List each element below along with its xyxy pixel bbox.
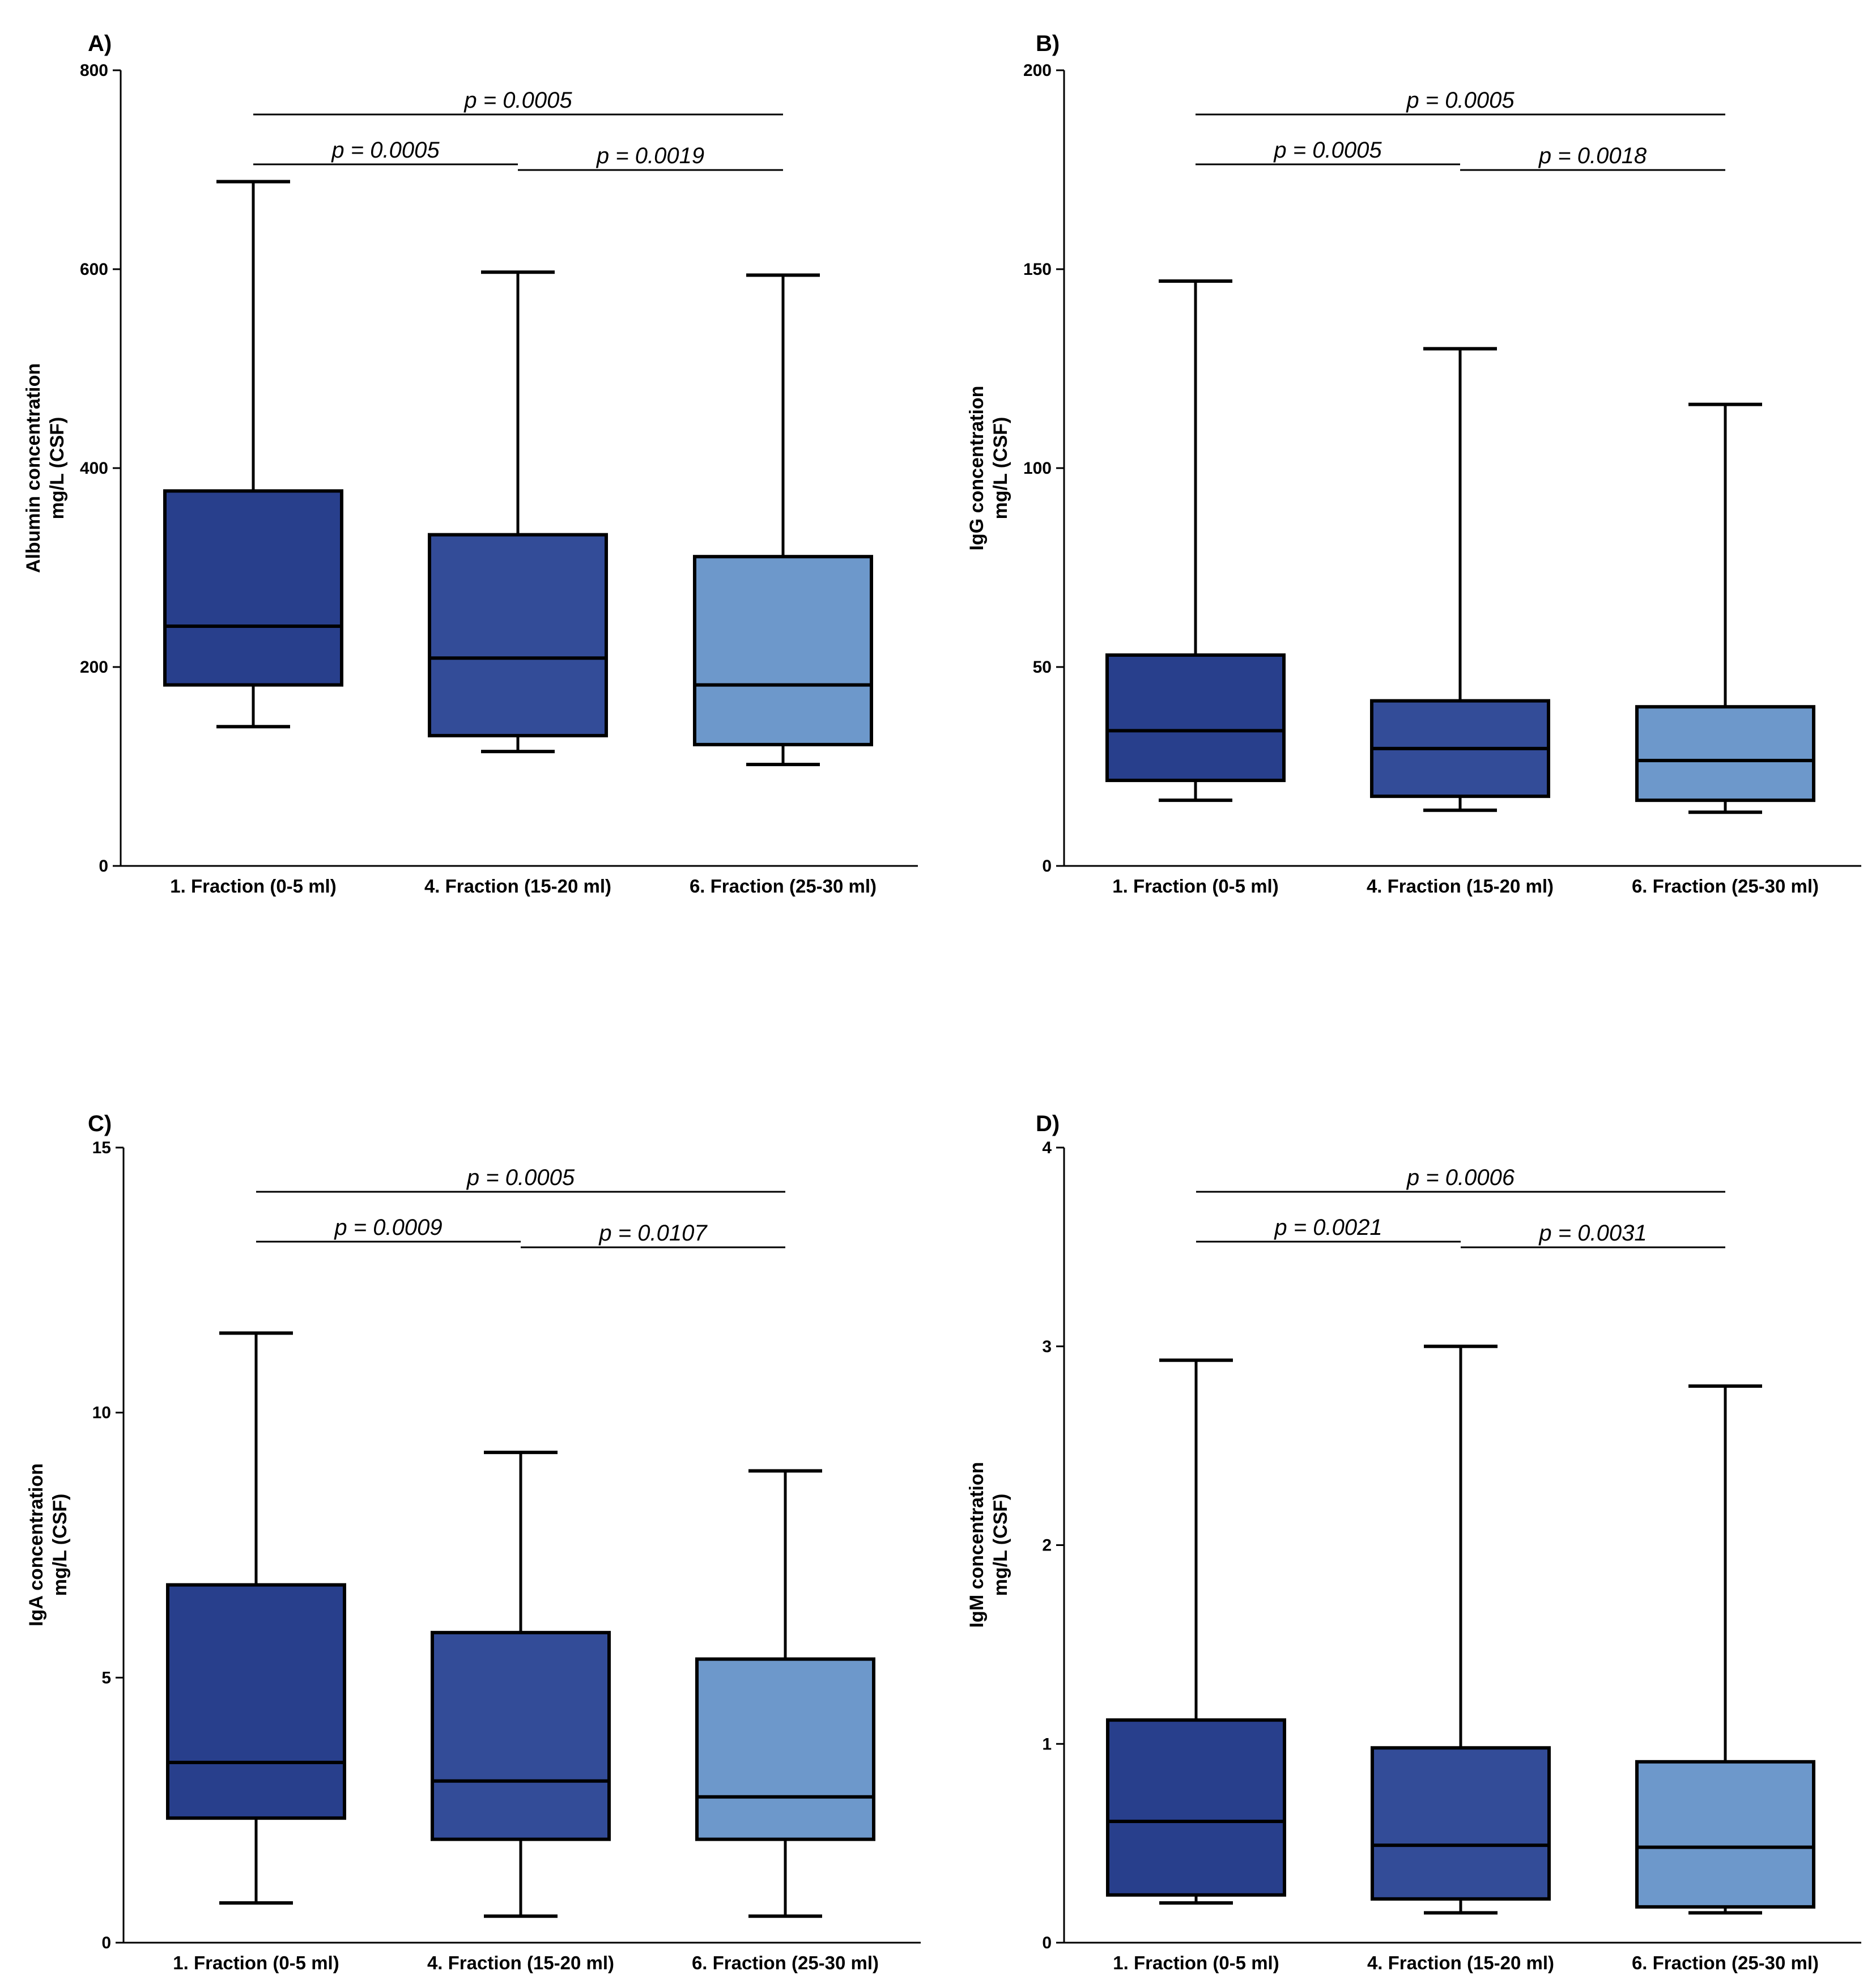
iqr-box <box>431 1630 611 1841</box>
y-tick-label: 2 <box>1042 1536 1052 1555</box>
y-axis-label-line2: mg/L (CSF) <box>990 1494 1011 1596</box>
box-2 <box>1635 402 1815 814</box>
y-tick-label: 3 <box>1042 1337 1052 1356</box>
iqr-box <box>428 533 608 738</box>
y-tick-label: 400 <box>80 459 108 478</box>
comparison-0: p = 0.0005 <box>253 88 783 116</box>
p-value-label: p = 0.0009 <box>334 1215 442 1240</box>
comparison-0: p = 0.0005 <box>1196 88 1725 116</box>
y-tick-label: 5 <box>101 1668 111 1687</box>
p-value-label: p = 0.0005 <box>1406 88 1515 113</box>
y-tick-label: 0 <box>99 857 108 876</box>
panel-0: A) 0 200 400 600 800 Albumin concentration mg/L… <box>23 31 918 897</box>
iqr-box <box>1635 705 1815 802</box>
box-0 <box>163 180 343 729</box>
category-label: 4. Fraction (15-20 ml) <box>427 1952 614 1973</box>
y-tick-label: 200 <box>1023 61 1052 80</box>
y-axis-label: Albumin concentration mg/L (CSF) <box>23 363 68 573</box>
panel-label: D) <box>1036 1111 1060 1136</box>
comparison-2: p = 0.0107 <box>521 1221 785 1248</box>
y-tick-label: 50 <box>1033 658 1052 677</box>
iqr-box <box>1635 1760 1815 1909</box>
category-label: 6. Fraction (25-30 ml) <box>690 876 877 897</box>
iqr-box <box>1105 653 1286 783</box>
comparison-0: p = 0.0005 <box>256 1165 785 1193</box>
category-label: 4. Fraction (15-20 ml) <box>1367 876 1554 897</box>
p-value-label: p = 0.0031 <box>1538 1221 1647 1246</box>
category-label: 6. Fraction (25-30 ml) <box>1632 876 1819 897</box>
category-label: 1. Fraction (0-5 ml) <box>1113 1952 1279 1973</box>
iqr-box <box>1106 1718 1286 1897</box>
y-axis-label-line2: mg/L (CSF) <box>46 417 68 520</box>
comparison-1: p = 0.0005 <box>253 138 518 165</box>
y-axis-label-line2: mg/L (CSF) <box>990 417 1011 520</box>
y-tick-label: 200 <box>80 658 108 677</box>
box-1 <box>1370 347 1550 812</box>
p-value-label: p = 0.0006 <box>1406 1165 1515 1190</box>
box-1 <box>428 270 608 754</box>
box-2 <box>1635 1384 1815 1915</box>
comparison-1: p = 0.0009 <box>256 1215 521 1243</box>
comparison-2: p = 0.0031 <box>1461 1221 1725 1248</box>
category-label: 4. Fraction (15-20 ml) <box>1367 1952 1554 1973</box>
panel-label: B) <box>1036 31 1060 56</box>
y-tick-label: 600 <box>80 260 108 279</box>
panel-label: C) <box>88 1111 112 1136</box>
y-axis-label: IgM concentration mg/L (CSF) <box>966 1462 1011 1628</box>
y-tick-label: 800 <box>80 61 108 80</box>
p-value-label: p = 0.0107 <box>598 1221 708 1246</box>
iqr-box <box>1371 1746 1551 1901</box>
comparison-1: p = 0.0005 <box>1196 138 1460 165</box>
box-0 <box>1106 1358 1286 1905</box>
y-axis-label: IgA concentration mg/L (CSF) <box>25 1463 71 1626</box>
y-axis-label-line1: Albumin concentration <box>23 363 44 573</box>
iqr-box <box>693 555 873 746</box>
category-label: 1. Fraction (0-5 ml) <box>1112 876 1278 897</box>
category-label: 6. Fraction (25-30 ml) <box>1632 1952 1819 1973</box>
y-tick-label: 0 <box>101 1934 111 1952</box>
category-label: 1. Fraction (0-5 ml) <box>173 1952 339 1973</box>
y-tick-label: 0 <box>1042 857 1052 876</box>
y-tick-label: 10 <box>92 1404 111 1422</box>
category-label: 4. Fraction (15-20 ml) <box>424 876 611 897</box>
p-value-label: p = 0.0005 <box>331 138 440 163</box>
category-label: 6. Fraction (25-30 ml) <box>692 1952 879 1973</box>
box-2 <box>695 1469 875 1918</box>
panel-label: A) <box>88 31 112 56</box>
box-0 <box>166 1331 346 1905</box>
y-axis-label-line1: IgM concentration <box>966 1462 988 1628</box>
p-value-label: p = 0.0019 <box>596 143 704 168</box>
panel-1: B) 0 50 100 150 200 IgG concentration mg/L (CSF… <box>966 31 1861 897</box>
panel-3: D) 0 1 2 3 4 IgM concentration mg/L (CSF) 1. Fra… <box>966 1111 1861 1973</box>
box-1 <box>1371 1344 1551 1915</box>
comparison-0: p = 0.0006 <box>1196 1165 1725 1193</box>
iqr-box <box>163 489 343 687</box>
p-value-label: p = 0.0005 <box>463 88 572 113</box>
y-tick-label: 1 <box>1042 1735 1052 1753</box>
y-axis-label: IgG concentration mg/L (CSF) <box>966 386 1011 551</box>
iqr-box <box>166 1583 346 1820</box>
y-tick-label: 100 <box>1023 459 1052 478</box>
comparison-2: p = 0.0019 <box>518 143 783 171</box>
y-tick-label: 150 <box>1023 260 1052 279</box>
category-label: 1. Fraction (0-5 ml) <box>170 876 336 897</box>
y-axis-label-line1: IgA concentration <box>25 1463 47 1626</box>
panel-2: C) 0 5 10 15 IgA concentration mg/L (CSF) 1. Fr… <box>25 1111 921 1973</box>
p-value-label: p = 0.0005 <box>1273 138 1382 163</box>
box-0 <box>1105 279 1286 802</box>
p-value-label: p = 0.0018 <box>1538 143 1647 168</box>
y-tick-label: 4 <box>1042 1139 1052 1157</box>
p-value-label: p = 0.0021 <box>1274 1215 1382 1240</box>
comparison-1: p = 0.0021 <box>1196 1215 1461 1243</box>
iqr-box <box>695 1657 875 1841</box>
box-2 <box>693 273 873 766</box>
p-value-label: p = 0.0005 <box>466 1165 575 1190</box>
box-1 <box>431 1450 611 1918</box>
y-axis-label-line2: mg/L (CSF) <box>49 1494 71 1596</box>
y-tick-label: 15 <box>92 1139 111 1157</box>
comparison-2: p = 0.0018 <box>1460 143 1725 171</box>
y-axis-label-line1: IgG concentration <box>966 386 988 551</box>
y-tick-label: 0 <box>1042 1934 1052 1952</box>
